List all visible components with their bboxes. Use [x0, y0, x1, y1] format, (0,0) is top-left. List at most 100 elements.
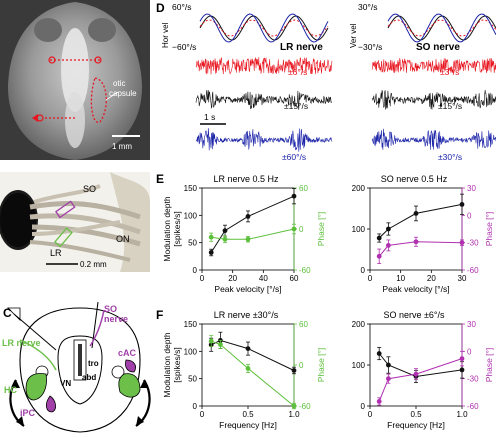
- plot-frame: [369, 187, 463, 271]
- plot-frame: [369, 323, 463, 407]
- x-tick-label: 0.5: [410, 410, 422, 419]
- panel-letter-d: D: [156, 1, 165, 15]
- y2-tick-label: 60: [299, 184, 308, 193]
- data-point: [245, 236, 251, 242]
- lr-label: LR: [50, 248, 62, 258]
- chart-title: SO nerve ±6°/s: [383, 310, 445, 320]
- y-tick-label: 0: [193, 402, 198, 411]
- y-tick-label: 200: [352, 320, 366, 329]
- y2-tick-label: -60: [299, 266, 311, 275]
- y2-tick-label: -60: [467, 402, 479, 411]
- y-tick-label: 200: [352, 184, 366, 193]
- stim-trace-red-right: [387, 19, 496, 37]
- panel-c-diagram: SO nerve LR nerve cAC HC iPC tro abd VN: [2, 301, 151, 433]
- y-tick-label: 50: [188, 375, 197, 384]
- data-point: [222, 228, 228, 234]
- ver-vel-label: Ver vel: [349, 23, 358, 48]
- data-point: [245, 214, 251, 219]
- data-point: [208, 234, 214, 240]
- y2-tick-label: 60: [299, 320, 308, 329]
- data-point: [386, 226, 391, 232]
- y-tick-label: 0: [361, 402, 366, 411]
- panel-letter-e: E: [156, 172, 165, 186]
- data-point: [459, 240, 465, 246]
- on-label: ON: [116, 234, 130, 244]
- spike-trace-black-right: [371, 90, 496, 110]
- d-right-top-value: 30°/s: [358, 2, 377, 12]
- hc-label: HC: [4, 385, 17, 395]
- y2-axis-label: Phase [°]: [484, 348, 494, 383]
- data-point: [376, 399, 382, 404]
- series-line: [378, 358, 463, 402]
- panel-letter-f: F: [156, 308, 164, 322]
- cac-label: cAC: [118, 348, 137, 358]
- hor-vel-label: Hor vel: [161, 22, 170, 48]
- chart-title: LR nerve ±30°/s: [214, 310, 279, 320]
- scale-bar-label-b: 0.2 mm: [80, 260, 107, 269]
- spike-trace-red-right: [371, 58, 496, 74]
- panel-letter-c: C: [3, 306, 12, 320]
- stim-trace-red-left: [199, 19, 329, 37]
- series-line: [211, 228, 295, 240]
- y2-tick-label: -60: [467, 266, 479, 275]
- d-left-top-value: 60°/s: [172, 2, 191, 12]
- panel-b-photo: SO LR ON 0.2 mm: [0, 172, 150, 272]
- so-label: SO: [83, 184, 96, 194]
- data-point: [459, 202, 465, 207]
- x-tick-label: 0.5: [242, 410, 254, 419]
- otic-capsule-label-1: otic: [113, 79, 125, 88]
- data-point: [386, 243, 391, 248]
- ipc-label: iPC: [20, 408, 36, 418]
- d-right-title: SO nerve: [416, 42, 460, 53]
- x-tick-label: 0: [200, 274, 205, 283]
- spike-trace-blue-left: [195, 128, 333, 152]
- x-tick-label: 10: [396, 274, 405, 283]
- x-tick-label: 0: [368, 410, 373, 419]
- chart-title: SO nerve 0.5 Hz: [381, 174, 448, 184]
- panel-a-photo: otic capsule 1 mm: [0, 0, 150, 160]
- series-line: [378, 241, 463, 257]
- y2-tick-label: 0: [467, 347, 472, 356]
- x-tick-label: 40: [259, 274, 268, 283]
- y2-tick-label: 0: [299, 225, 304, 234]
- y2-axis-label: Phase [°]: [316, 348, 326, 383]
- marker-icon: [94, 56, 102, 64]
- time-bar-label: 1 s: [204, 112, 215, 122]
- x-tick-label: 0: [200, 410, 205, 419]
- x-axis-label: Frequency [Hz]: [387, 420, 445, 430]
- series-line: [210, 195, 295, 253]
- vn-label: VN: [60, 379, 71, 388]
- y2-axis-label: Phase [°]: [484, 212, 494, 247]
- panel-d-traces: Hor vel 60°/s −60°/s LR nerve ±6°/s ±15°…: [161, 2, 496, 162]
- lr-nerve-label: LR nerve: [2, 338, 41, 348]
- spike-trace-blue-right: [371, 128, 496, 150]
- x-tick-label: 20: [427, 274, 436, 283]
- x-tick-label: 60: [290, 274, 299, 283]
- data-point: [376, 235, 382, 241]
- y-tick-label: 0: [361, 266, 366, 275]
- data-point: [291, 226, 297, 232]
- spike-trace-black-left: [195, 89, 333, 110]
- x-tick-label: 1.0: [456, 410, 468, 419]
- y-tick-label: 100: [352, 225, 366, 234]
- data-point: [386, 362, 391, 368]
- y-tick-label: 100: [184, 211, 198, 220]
- stim-trace-blue-left: [199, 13, 329, 43]
- x-axis-label: Peak velocity [°/s]: [382, 284, 449, 294]
- otic-capsule-label-2: capsule: [109, 89, 137, 98]
- data-point: [376, 351, 382, 356]
- y2-tick-label: -30: [467, 375, 479, 384]
- data-point: [291, 193, 297, 199]
- y-tick-label: 150: [184, 320, 198, 329]
- y-axis-label: Modulation depth: [162, 332, 172, 397]
- so-nerve-label-2: nerve: [104, 314, 128, 324]
- stim-trace-black-left: [199, 15, 329, 41]
- data-point: [245, 366, 251, 371]
- y-tick-label: 100: [184, 347, 198, 356]
- chart-e-lr: LR nerve 0.5 Hz 0 20 40 60 0 50 100 150 -60 0 60 Pea…: [162, 174, 326, 294]
- x-tick-label: 20: [228, 274, 237, 283]
- y2-tick-label: 0: [299, 361, 304, 370]
- series-line: [378, 353, 463, 378]
- y-axis-label: Modulation depth: [162, 196, 172, 261]
- y2-axis-label: Phase [°]: [316, 212, 326, 247]
